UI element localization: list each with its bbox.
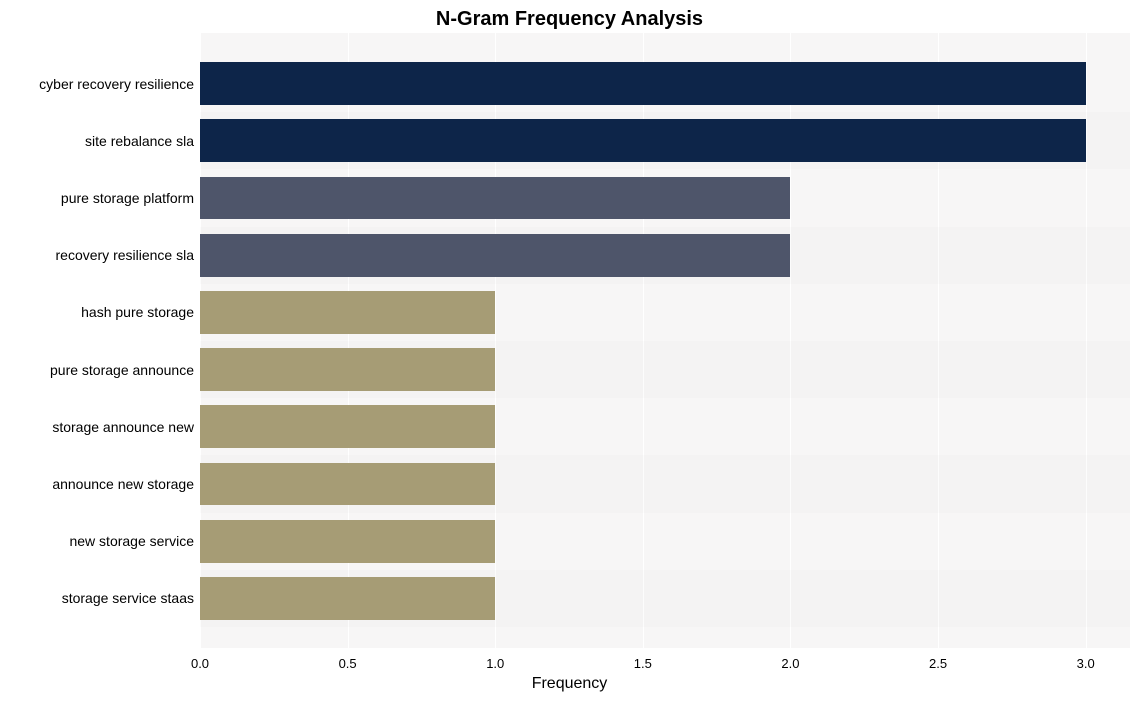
bar: [200, 291, 495, 334]
y-tick-label: pure storage platform: [0, 190, 194, 206]
x-tick-label: 2.0: [781, 656, 799, 671]
bar: [200, 577, 495, 620]
x-tick-label: 1.5: [634, 656, 652, 671]
y-tick-label: cyber recovery resilience: [0, 76, 194, 92]
bar: [200, 119, 1086, 162]
bar: [200, 177, 790, 220]
bar: [200, 463, 495, 506]
ngram-frequency-chart: N-Gram Frequency Analysis Frequency 0.0 0…: [0, 0, 1139, 701]
y-tick-label: storage announce new: [0, 419, 194, 435]
y-tick-label: hash pure storage: [0, 304, 194, 320]
bar: [200, 234, 790, 277]
y-tick-label: storage service staas: [0, 590, 194, 606]
x-tick-label: 0.5: [339, 656, 357, 671]
x-tick-label: 2.5: [929, 656, 947, 671]
bar: [200, 348, 495, 391]
x-tick-label: 0.0: [191, 656, 209, 671]
y-tick-label: pure storage announce: [0, 362, 194, 378]
x-tick-label: 1.0: [486, 656, 504, 671]
plot-area: [200, 33, 1130, 648]
y-tick-label: site rebalance sla: [0, 133, 194, 149]
y-tick-label: new storage service: [0, 533, 194, 549]
x-tick-label: 3.0: [1077, 656, 1095, 671]
chart-title: N-Gram Frequency Analysis: [0, 8, 1139, 31]
bar: [200, 62, 1086, 105]
y-tick-label: recovery resilience sla: [0, 247, 194, 263]
x-axis-label: Frequency: [0, 675, 1139, 693]
bar: [200, 405, 495, 448]
y-tick-label: announce new storage: [0, 476, 194, 492]
bar: [200, 520, 495, 563]
